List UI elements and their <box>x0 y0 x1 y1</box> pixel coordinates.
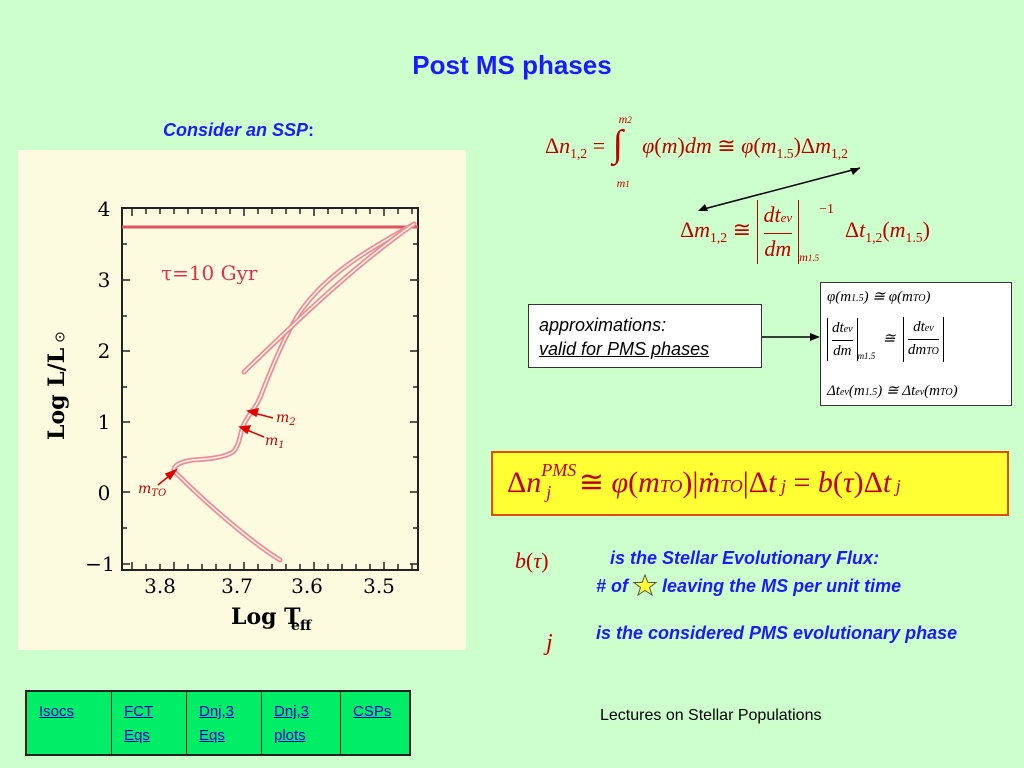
m1-label: m1 <box>265 433 285 451</box>
y-minor-ticks <box>122 207 418 565</box>
relation-arrow <box>698 167 861 211</box>
y-tick-label: 2 <box>98 339 111 363</box>
main-equation-box: ΔnPMSj ≅ φ(mTO)|ṁTO|Δt j = b(τ)Δt j <box>491 451 1009 516</box>
y-axis-label: Log L/L <box>44 348 70 440</box>
nav-cell: Dnj,3 plots <box>261 690 341 756</box>
sun-symbol-icon <box>55 332 65 342</box>
approximation-equations: φ(m1.5) ≅ φ(mTO) dtev dm m1.5 ≅ dtev dmTO … <box>820 282 1012 406</box>
nav-link-csps[interactable]: CSPs <box>353 703 392 720</box>
nav-link-isocs[interactable]: Isocs <box>39 703 75 720</box>
nav-cell: Dnj,3 Eqs <box>186 690 262 756</box>
y-tick-label: −1 <box>85 552 114 576</box>
mass-arrows <box>157 408 274 486</box>
flux-symbol: b(τ) <box>515 548 549 573</box>
y-tick-label: 3 <box>98 268 111 292</box>
approximations-note: approximations: valid for PMS phases <box>528 304 762 368</box>
nav-cell: FCT Eqs <box>111 690 187 756</box>
slide-title: Post MS phases <box>412 50 612 80</box>
y-tick-label: 0 <box>98 481 111 505</box>
flux-description: # of leaving the MS per unit time <box>596 573 902 597</box>
consider-ssp-label: Consider an SSP: <box>163 120 315 140</box>
nav-table: Isocs FCT Eqs Dnj,3 Eqs Dnj,3 plots CSPs <box>25 690 411 756</box>
x-tick-label: 3.6 <box>291 574 323 598</box>
age-label: τ=10 Gyr <box>161 261 258 285</box>
isochrone-track <box>171 221 417 563</box>
hr-diagram-svg: 4 3 2 1 0 −1 3.8 3.7 3.6 3.5 Log L/L Log… <box>44 197 419 634</box>
flux-definition: is the Stellar Evolutionary Flux: <box>610 548 880 568</box>
x-minor-ticks <box>131 208 413 570</box>
phase-definition: is the considered PMS evolutionary phase <box>596 623 958 643</box>
y-tick-label: 4 <box>98 197 111 221</box>
x-tick-label: 3.5 <box>363 574 395 598</box>
m2-label: m2 <box>276 410 296 428</box>
y-tick-label: 1 <box>98 410 111 434</box>
nav-cell: Isocs <box>25 690 112 756</box>
footer-text: Lectures on Stellar Populations <box>600 707 822 724</box>
approx-arrow <box>762 333 820 341</box>
nav-link-dnj3-plots[interactable]: Dnj,3 plots <box>274 703 310 744</box>
x-axis-label: Log T <box>231 604 301 630</box>
star-icon <box>632 573 658 597</box>
x-tick-label: 3.8 <box>144 574 176 598</box>
nav-link-fct-eqs[interactable]: FCT Eqs <box>124 703 154 744</box>
x-axis-label-sub: eff <box>291 618 313 634</box>
x-tick-label: 3.7 <box>221 574 253 598</box>
hr-diagram: 4 3 2 1 0 −1 3.8 3.7 3.6 3.5 Log L/L Log… <box>18 150 466 650</box>
nav-link-dnj3-eqs[interactable]: Dnj,3 Eqs <box>199 703 235 744</box>
equation-delta-m: Δm1,2 ≅ dtev dm m1.5−1 Δt1,2(m1.5) <box>680 200 930 265</box>
equation-delta-n: Δn1,2 = ∫ m2 m1 φ(m)dm ≅ φ(m1.5)Δm1,2 <box>545 112 848 190</box>
nav-cell: CSPs <box>340 690 411 756</box>
mto-label: mTO <box>138 481 166 499</box>
phase-symbol: j <box>546 630 553 656</box>
plot-frame <box>121 207 419 571</box>
